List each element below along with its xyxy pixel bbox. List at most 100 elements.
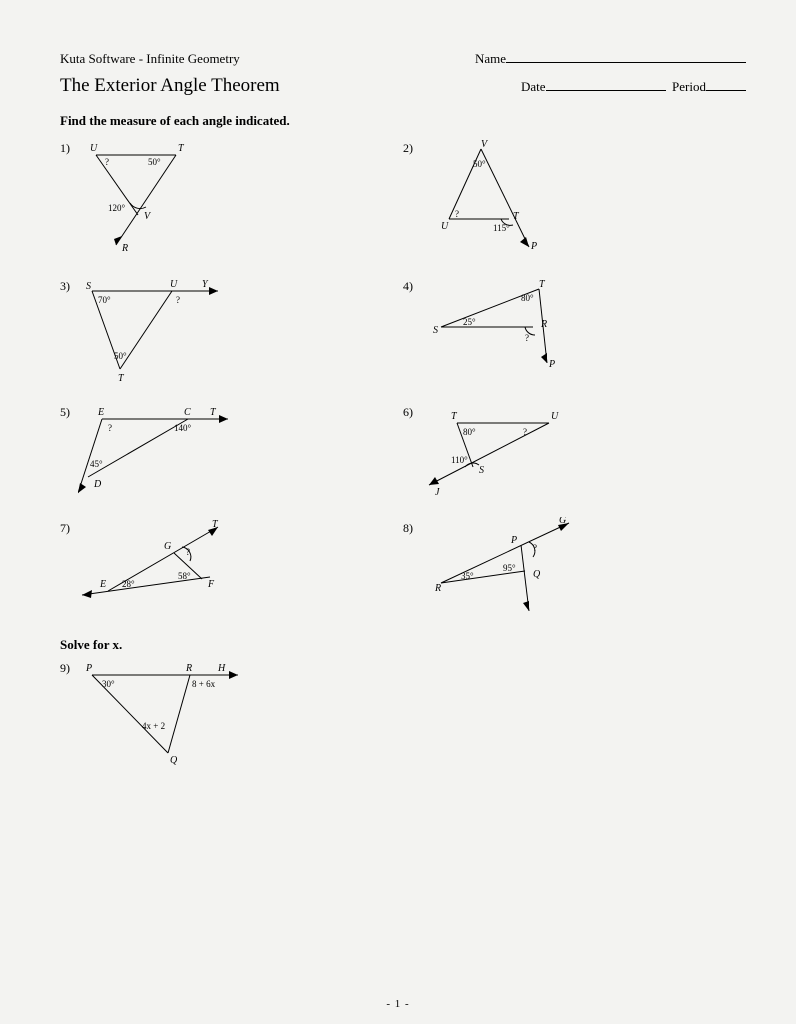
qnum: 4) — [403, 279, 413, 294]
diagram-6: T U S J 80° ? 110° — [421, 401, 601, 511]
name-label: Name — [475, 51, 506, 66]
diagram-8: G P R Q ? 35° 95° — [421, 517, 601, 627]
svg-text:120°: 120° — [108, 203, 126, 213]
worksheet-title: The Exterior Angle Theorem — [60, 75, 280, 97]
name-blank[interactable] — [506, 50, 746, 63]
period-blank[interactable] — [706, 78, 746, 91]
svg-text:?: ? — [176, 295, 180, 305]
svg-text:?: ? — [455, 209, 459, 219]
diagram-5: E C T D ? 140° 45° — [78, 401, 258, 511]
svg-text:115°: 115° — [493, 223, 510, 233]
problem-1: 1) U T V R ? 50° 120° — [60, 137, 403, 275]
svg-text:P: P — [85, 663, 92, 674]
svg-text:T: T — [212, 519, 219, 530]
svg-text:?: ? — [108, 423, 112, 433]
svg-text:G: G — [164, 541, 171, 552]
svg-text:45°: 45° — [90, 459, 103, 469]
svg-text:Q: Q — [533, 569, 541, 580]
problems-grid: 1) U T V R ? 50° 120° 2) — [60, 137, 746, 633]
svg-text:G: G — [559, 517, 566, 526]
svg-text:F: F — [207, 579, 215, 590]
svg-text:28°: 28° — [122, 579, 135, 589]
svg-text:110°: 110° — [451, 455, 468, 465]
svg-text:?: ? — [525, 333, 529, 343]
diagram-1: U T V R ? 50° 120° — [78, 137, 238, 267]
svg-text:R: R — [121, 243, 128, 254]
svg-text:T: T — [539, 279, 546, 290]
svg-text:U: U — [441, 221, 449, 232]
problem-3: 3) S U Y T 70° ? 50° — [60, 275, 403, 401]
svg-text:Y: Y — [202, 279, 209, 290]
svg-text:R: R — [185, 663, 192, 674]
svg-text:R: R — [434, 583, 441, 594]
svg-text:U: U — [90, 143, 98, 154]
svg-text:D: D — [93, 479, 102, 490]
svg-text:T: T — [178, 143, 185, 154]
svg-text:S: S — [479, 465, 484, 476]
diagram-2: V U T P 50° ? 115° — [421, 137, 581, 267]
svg-text:140°: 140° — [174, 423, 192, 433]
svg-text:S: S — [433, 325, 438, 336]
svg-text:U: U — [170, 279, 178, 290]
problem-6: 6) T U S J 80° ? 110° — [403, 401, 746, 517]
svg-text:?: ? — [186, 547, 190, 557]
svg-text:R: R — [540, 319, 547, 330]
svg-text:J: J — [435, 487, 440, 498]
qnum: 2) — [403, 141, 413, 156]
instruction-2: Solve for x. — [60, 637, 746, 653]
svg-text:25°: 25° — [463, 317, 476, 327]
svg-text:35°: 35° — [461, 571, 474, 581]
svg-text:80°: 80° — [521, 293, 534, 303]
svg-text:T: T — [210, 407, 217, 418]
svg-text:P: P — [548, 359, 555, 370]
header-row-2: The Exterior Angle Theorem Date Period — [60, 75, 746, 97]
worksheet-page: Kuta Software - Infinite Geometry Name T… — [0, 0, 796, 1024]
svg-text:80°: 80° — [463, 427, 476, 437]
qnum: 3) — [60, 279, 70, 294]
problem-9: 9) P R H Q 30° 8 + 6x 4x + 2 — [60, 657, 403, 795]
svg-text:58°: 58° — [178, 571, 191, 581]
svg-text:50°: 50° — [114, 351, 127, 361]
problem-7: 7) T G E F ? 28° 58° — [60, 517, 403, 633]
svg-text:P: P — [530, 241, 537, 252]
diagram-3: S U Y T 70° ? 50° — [78, 275, 248, 395]
problem-8: 8) G P R Q ? 35° 95° — [403, 517, 746, 633]
header-row-1: Kuta Software - Infinite Geometry Name — [60, 50, 746, 67]
svg-text:4x + 2: 4x + 2 — [142, 721, 165, 731]
svg-text:T: T — [513, 211, 520, 222]
date-blank[interactable] — [546, 78, 666, 91]
qnum: 7) — [60, 521, 70, 536]
diagram-7: T G E F ? 28° 58° — [78, 517, 258, 617]
svg-text:?: ? — [105, 157, 109, 167]
svg-text:Q: Q — [170, 755, 178, 766]
page-number: - 1 - — [386, 998, 409, 1010]
svg-text:?: ? — [533, 543, 537, 553]
software-label: Kuta Software - Infinite Geometry — [60, 51, 240, 67]
svg-text:U: U — [551, 411, 559, 422]
svg-text:8 + 6x: 8 + 6x — [192, 679, 216, 689]
svg-text:50°: 50° — [473, 159, 486, 169]
problem-2: 2) V U T P 50° ? 115° — [403, 137, 746, 275]
svg-text:T: T — [118, 373, 125, 384]
svg-text:?: ? — [523, 427, 527, 437]
qnum: 1) — [60, 141, 70, 156]
svg-text:E: E — [97, 407, 104, 418]
problem-5: 5) E C T D ? 140° 45° — [60, 401, 403, 517]
svg-text:C: C — [184, 407, 191, 418]
qnum: 5) — [60, 405, 70, 420]
svg-text:V: V — [481, 139, 489, 150]
svg-text:T: T — [451, 411, 458, 422]
svg-text:30°: 30° — [102, 679, 115, 689]
date-period-field: Date Period — [521, 78, 746, 95]
qnum: 6) — [403, 405, 413, 420]
svg-text:H: H — [217, 663, 226, 674]
instruction-1: Find the measure of each angle indicated… — [60, 113, 746, 129]
svg-text:50°: 50° — [148, 157, 161, 167]
date-label: Date — [521, 79, 546, 94]
diagram-4: T S R P 80° 25° ? — [421, 275, 601, 385]
problems-grid-2: 9) P R H Q 30° 8 + 6x 4x + 2 — [60, 657, 746, 795]
svg-text:P: P — [510, 535, 517, 546]
period-label: Period — [672, 79, 706, 94]
diagram-9: P R H Q 30° 8 + 6x 4x + 2 — [78, 657, 268, 777]
svg-text:70°: 70° — [98, 295, 111, 305]
